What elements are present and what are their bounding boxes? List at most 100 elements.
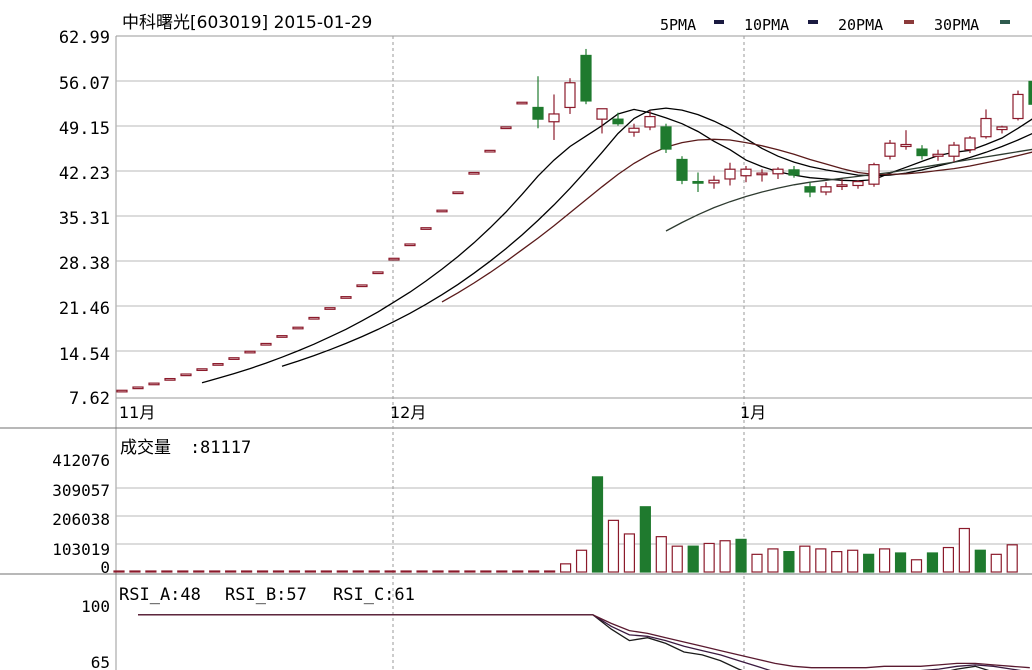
candle	[516, 101, 528, 105]
candle	[804, 182, 816, 198]
legend-5pma: 5PMA	[660, 16, 696, 34]
candle	[996, 125, 1008, 134]
candle	[628, 123, 640, 137]
candle-body	[804, 186, 816, 193]
volume-bar	[783, 551, 795, 573]
candle-body	[580, 54, 592, 102]
volume-bar	[607, 519, 620, 573]
volume-bar	[591, 476, 604, 573]
candle	[292, 326, 304, 330]
candle-body	[628, 127, 640, 133]
candle	[132, 386, 144, 390]
candle-body	[212, 363, 224, 366]
candle	[196, 368, 208, 372]
volume-bar	[639, 506, 651, 573]
candlesticks	[116, 48, 1032, 393]
volume-bar	[304, 570, 316, 573]
price-tick-4: 35.31	[59, 209, 110, 229]
moving-average-lines	[201, 107, 1032, 384]
volume-bar	[894, 552, 907, 573]
legend-10pma: 10PMA	[744, 16, 789, 34]
ma-line-5pma	[201, 108, 1032, 384]
candle-body	[724, 168, 736, 180]
candle	[548, 94, 560, 140]
volume-bar	[432, 570, 444, 573]
volume-value: 81117	[200, 438, 251, 458]
candle-body	[468, 171, 480, 175]
volume-bar	[145, 570, 157, 573]
volume-bar	[241, 570, 253, 573]
candle	[372, 271, 384, 275]
ma-line-20pma	[441, 138, 1032, 303]
price-tick-6: 21.46	[59, 299, 110, 319]
volume-colon: :	[190, 438, 200, 458]
candle	[740, 165, 752, 183]
volume-tick-1: 309057	[52, 481, 110, 500]
candle	[788, 165, 800, 178]
price-y-axis: 62.99 56.07 49.15 42.23 35.31 28.38 21.4…	[59, 28, 110, 409]
candle-body	[980, 117, 992, 138]
price-tick-1: 56.07	[59, 74, 110, 94]
candle-body	[132, 386, 144, 390]
candle-body	[260, 342, 272, 346]
volume-bar	[209, 570, 221, 573]
candle	[276, 335, 288, 338]
candle-body	[436, 209, 448, 213]
volume-bar	[225, 570, 237, 573]
volume-bar	[352, 570, 364, 573]
volume-bar	[193, 570, 205, 573]
volume-bar	[623, 533, 636, 573]
candle-body	[308, 316, 320, 320]
candle	[180, 373, 192, 377]
candle	[1028, 80, 1032, 105]
volume-bar	[703, 542, 715, 573]
volume-bar	[384, 570, 396, 573]
volume-bar	[161, 570, 173, 573]
candle	[148, 382, 160, 386]
volume-tick-0: 412076	[52, 451, 110, 470]
candle-body	[388, 257, 400, 261]
candle-body	[612, 118, 624, 125]
candle-body	[788, 169, 800, 176]
candle	[500, 126, 512, 130]
volume-tick-2: 206038	[52, 510, 110, 529]
month-label-dec: 12月	[390, 403, 426, 422]
volume-bar	[528, 570, 540, 573]
candle-body	[820, 186, 832, 193]
price-tick-0: 62.99	[59, 28, 110, 48]
volume-bar	[336, 570, 348, 573]
candle-body	[276, 335, 288, 338]
candle-body	[916, 148, 928, 157]
candle-body	[692, 180, 704, 184]
rsi-lines	[138, 614, 1030, 670]
volume-y-axis: 412076 309057 206038 103019 0	[52, 451, 110, 577]
candle-body	[196, 368, 208, 372]
candle-body	[564, 82, 576, 109]
rsi-line-rsi-b	[138, 614, 1022, 670]
candle	[356, 284, 368, 288]
volume-bar	[910, 559, 923, 573]
candle-body	[516, 101, 528, 105]
volume-tick-4: 0	[100, 558, 110, 577]
volume-bar	[416, 570, 428, 573]
month-label-nov: 11月	[119, 403, 155, 422]
candle-body	[404, 243, 416, 247]
volume-bar	[974, 549, 986, 573]
candle-body	[660, 126, 672, 150]
candle-body	[884, 142, 896, 157]
candle	[644, 110, 656, 131]
candle	[212, 363, 224, 366]
candle-body	[868, 164, 880, 185]
price-tick-3: 42.23	[59, 164, 110, 184]
ma-legend: 5PMA 10PMA 20PMA 30PMA	[660, 16, 1010, 34]
candle	[612, 112, 624, 126]
legend-20pma-swatch	[904, 20, 914, 24]
candle-body	[852, 180, 864, 187]
volume-bar	[575, 549, 588, 573]
ma-line-30pma	[665, 148, 1032, 232]
volume-bar	[815, 548, 827, 573]
legend-20pma: 20PMA	[838, 16, 883, 34]
candle	[308, 316, 320, 320]
volume-bar	[863, 553, 875, 573]
